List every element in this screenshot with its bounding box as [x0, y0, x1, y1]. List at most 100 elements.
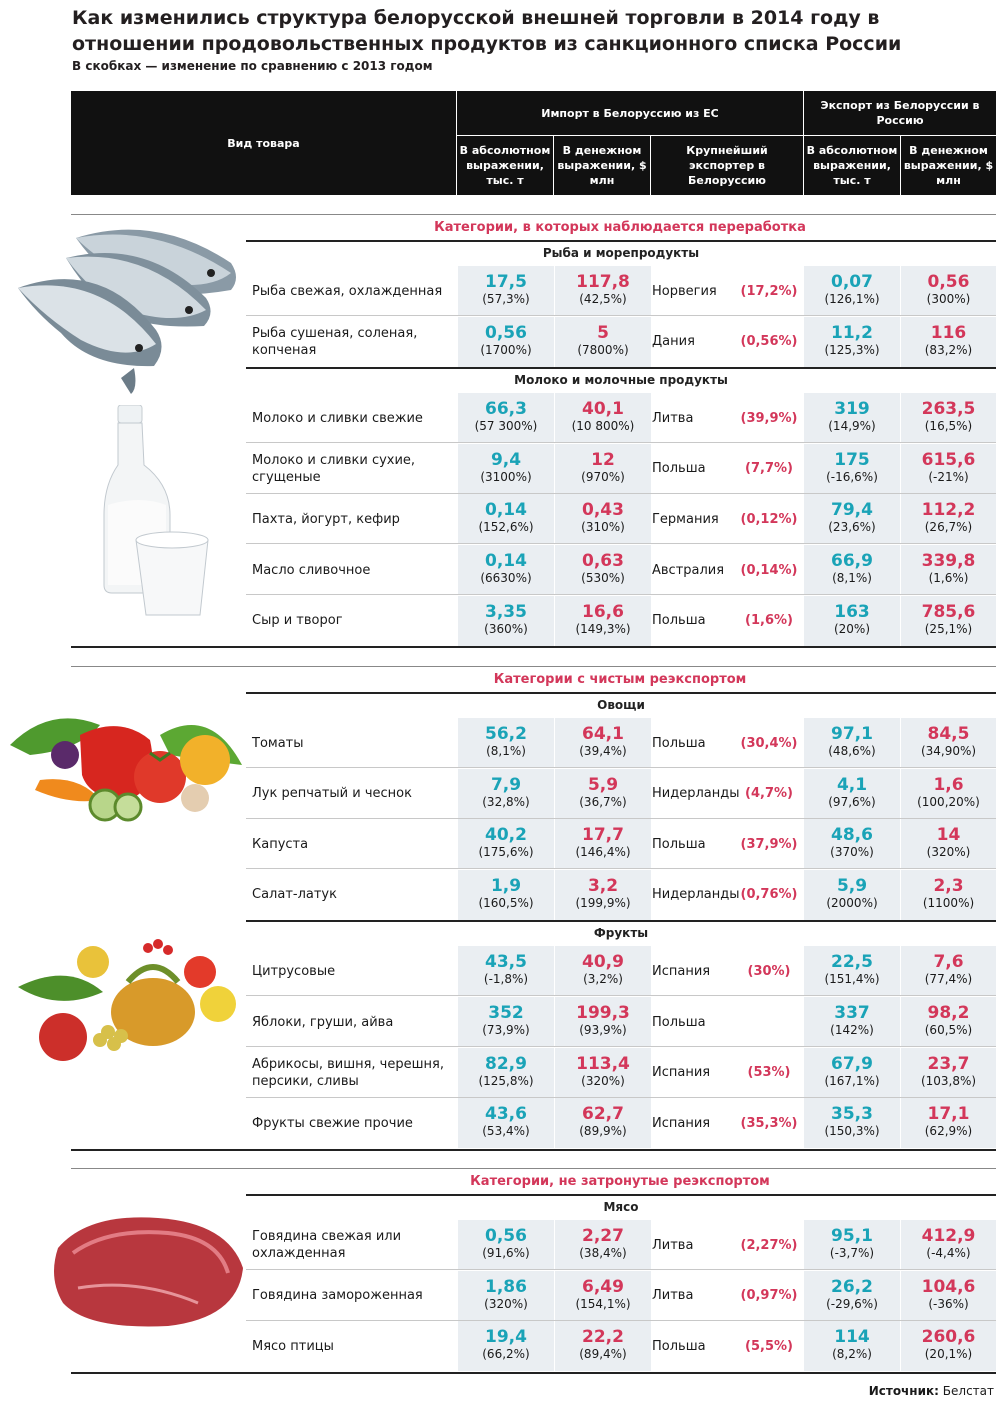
- milk-illustration: [103, 405, 209, 616]
- exporter-share: (35,3%): [740, 1115, 798, 1131]
- table-row: Мясо птицы 19,4 (66,2%) 22,2 (89,4%) 114 (8,2%…: [246, 1321, 996, 1372]
- cell-value: 11,2: [831, 322, 873, 343]
- cell-value: 16,6: [582, 601, 624, 622]
- cell-value: 14: [936, 825, 961, 846]
- header-export-money: В денежном выражении, $ млн: [903, 144, 994, 187]
- cell-change: (-4,4%): [926, 1246, 971, 1260]
- exporter-share: (0,97%): [740, 1288, 798, 1304]
- cell-change: (89,4%): [579, 1347, 627, 1362]
- product-name: Яблоки, груши, айва: [252, 1014, 394, 1030]
- value-cell: 0,14 (152,6%): [458, 494, 554, 545]
- largest-exporter: Литва: [652, 1237, 694, 1253]
- cell-change: (175,6%): [478, 845, 534, 860]
- value-cell: 3,2 (199,9%): [555, 869, 651, 920]
- largest-exporter: Литва: [652, 410, 694, 426]
- cell-value: 104,6: [921, 1276, 976, 1297]
- group-title: Фрукты: [593, 926, 649, 941]
- value-cell: 98,2 (60,5%): [901, 997, 996, 1047]
- table-row: Рыба свежая, охлажденная 17,5 (57,3%) 117,8…: [246, 266, 996, 316]
- value-cell: 66,3 (57 300%): [458, 393, 554, 444]
- value-cell: 0,56 (1700%): [458, 316, 554, 367]
- exporter-share: (1,6%): [745, 613, 793, 629]
- cell-value: 2,27: [582, 1226, 624, 1246]
- vegetables-illustration: [10, 718, 242, 822]
- cell-change: (83,2%): [924, 342, 973, 357]
- value-cell: 14 (320%): [901, 819, 996, 870]
- cell-value: 43,6: [485, 1104, 527, 1125]
- product-name: Рыба свежая, охлажденная: [252, 283, 443, 299]
- cell-change: (16,5%): [924, 419, 973, 434]
- cell-change: (23,6%): [828, 520, 876, 535]
- cell-value: 17,7: [582, 825, 624, 846]
- cell-value: 82,9: [485, 1053, 527, 1074]
- value-cell: 337 (142%): [804, 997, 900, 1047]
- value-cell: 116 (83,2%): [901, 316, 996, 367]
- table-row: Яблоки, груши, айва 352 (73,9%) 199,3 (93,9%…: [246, 997, 996, 1047]
- table-row: Цитрусовые 43,5 (-1,8%) 40,9 (3,2%) 22,5 (151,…: [246, 946, 996, 997]
- cell-value: 9,4: [490, 449, 522, 470]
- value-cell: 260,6 (20,1%): [901, 1321, 996, 1372]
- exporter-share: (39,9%): [740, 410, 798, 426]
- cell-change: (370%): [830, 845, 874, 860]
- category-title: Категории, в которых наблюдается перераб…: [434, 220, 806, 235]
- cell-value: 3,35: [485, 601, 527, 622]
- cell-change: (26,7%): [924, 520, 973, 535]
- value-cell: 114 (8,2%): [804, 1321, 900, 1372]
- row-divider: [246, 492, 996, 494]
- cell-change: (154,1%): [575, 1296, 631, 1311]
- value-cell: 66,9 (8,1%): [804, 545, 900, 595]
- cell-change: (300%): [926, 292, 971, 306]
- cell-change: (36,7%): [579, 794, 627, 809]
- product-name: Молоко и сливки сухие, сгущеные: [252, 452, 416, 485]
- cell-change: (970%): [581, 469, 625, 484]
- cell-value: 1,86: [485, 1276, 527, 1297]
- cucumber-icon: [88, 788, 143, 822]
- cell-change: (48,6%): [828, 744, 876, 758]
- cell-value: 98,2: [927, 1003, 970, 1023]
- value-cell: 104,6 (-36%): [901, 1270, 996, 1321]
- row-divider: [246, 1269, 996, 1270]
- category-title: Категории, не затронутые реэкспортом: [470, 1174, 770, 1189]
- cell-change: (32,8%): [482, 794, 530, 809]
- cell-change: (57,3%): [482, 292, 530, 306]
- cell-value: 2,3: [933, 875, 964, 896]
- value-cell: 40,2 (175,6%): [458, 819, 554, 870]
- value-cell: 12 (970%): [555, 443, 651, 494]
- category-divider: [71, 1168, 996, 1169]
- largest-exporter: Дания: [652, 334, 695, 350]
- value-cell: 43,5 (-1,8%): [458, 946, 554, 997]
- group-title: Мясо: [603, 1200, 639, 1214]
- cell-value: 5: [597, 322, 609, 343]
- cell-change: (150,3%): [824, 1124, 880, 1139]
- largest-exporter: Польша: [652, 1338, 706, 1354]
- cell-value: 412,9: [921, 1226, 976, 1246]
- milk-glass-icon: [135, 531, 209, 616]
- cell-change: (1100%): [922, 895, 975, 910]
- cell-change: (42,5%): [579, 292, 627, 306]
- cell-value: 84,5: [927, 724, 970, 744]
- cell-value: 95,1: [831, 1226, 873, 1246]
- value-cell: 22,2 (89,4%): [555, 1321, 651, 1372]
- cell-value: 260,6: [921, 1327, 976, 1348]
- meat-icon: [54, 1217, 243, 1327]
- cell-change: (3100%): [480, 469, 532, 484]
- cell-change: (91,6%): [482, 1246, 530, 1260]
- category-bottom-line: [71, 646, 996, 649]
- cell-value: 0,56: [927, 272, 970, 292]
- table-row: Салат-латук 1,9 (160,5%) 3,2 (199,9%) 5,9 (200…: [246, 869, 996, 920]
- cell-value: 0,14: [485, 551, 527, 571]
- cell-value: 337: [834, 1003, 870, 1023]
- cell-change: (8,1%): [832, 571, 872, 585]
- value-cell: 1,86 (320%): [458, 1270, 554, 1321]
- cell-change: (66,2%): [482, 1347, 530, 1362]
- value-cell: 117,8 (42,5%): [555, 266, 651, 316]
- cell-value: 1,9: [490, 875, 522, 896]
- row-divider: [246, 817, 996, 819]
- cell-value: 199,3: [576, 1003, 630, 1023]
- exporter-share: [740, 997, 798, 1047]
- value-cell: 339,8 (1,6%): [901, 545, 996, 595]
- cell-value: 0,63: [582, 551, 624, 571]
- value-cell: 5,9 (36,7%): [555, 768, 651, 819]
- product-name: Томаты: [252, 735, 304, 751]
- cell-change: (199,9%): [575, 895, 631, 910]
